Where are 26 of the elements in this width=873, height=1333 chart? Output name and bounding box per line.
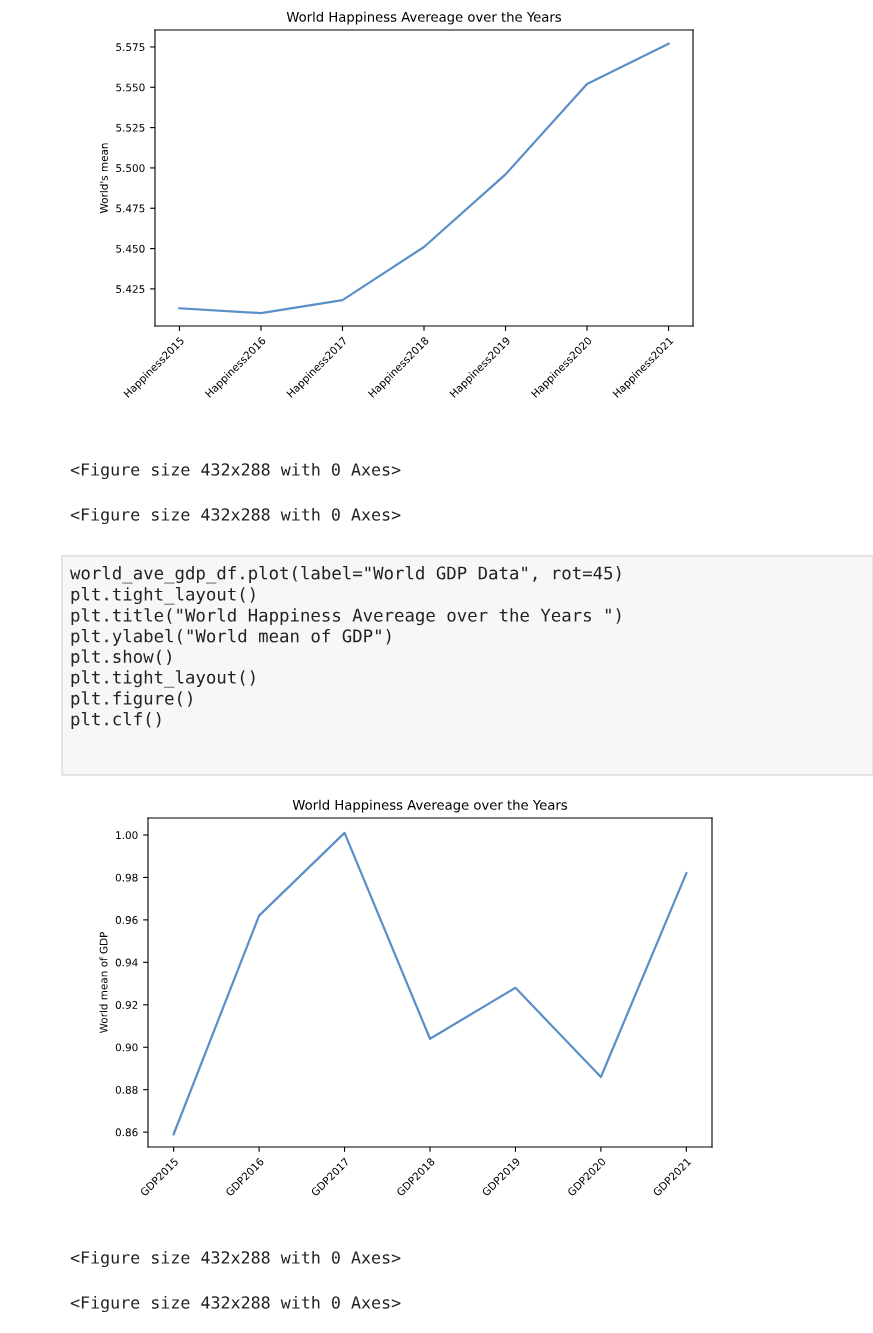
text: <Figure size 432x288 with 0 Axes> [70, 1295, 401, 1313]
line-series [172, 831, 688, 1136]
y-tick-label: 0.92 [115, 1001, 138, 1009]
text: <Figure size 432x288 with 0 Axes> [70, 1250, 401, 1268]
y-axis-title: World's mean [99, 143, 108, 214]
y-tick-label: 5.575 [116, 43, 145, 52]
y-tick-label: 0.96 [115, 916, 138, 924]
y-tick-label: 0.94 [115, 958, 138, 967]
y-tick-label: 0.90 [115, 1043, 138, 1052]
y-tick-label: 5.500 [116, 164, 145, 173]
text: <Figure size 432x288 with 0 Axes> [70, 507, 401, 525]
y-tick-label: 0.86 [115, 1128, 138, 1137]
text: world_ave_gdp_df.plot(label="World GDP Data", rot=45) plt.tight_layout() plt.title("World Happiness Avereage over the Years ") plt.ylabel("World mean of GDP") plt.show() plt.tight_layout() plt.figure() plt.clf() [70, 566, 621, 729]
y-tick-label: 5.525 [116, 123, 145, 132]
y-tick-label: 1.00 [116, 831, 138, 840]
y-tick-label: 5.475 [116, 204, 145, 213]
text: <Figure size 432x288 with 0 Axes> [70, 462, 401, 480]
y-tick-label: 5.425 [116, 285, 145, 293]
line-series [178, 42, 670, 315]
chart-title: World Happiness Avereage over the Years [286, 11, 562, 25]
y-tick-label: 5.450 [116, 244, 145, 253]
y-tick-label: 5.550 [116, 83, 145, 92]
chart-title: World Happiness Avereage over the Years [292, 799, 568, 813]
y-axis-title: World mean of GDP [99, 931, 108, 1034]
y-tick-label: 0.98 [115, 873, 138, 882]
y-tick-label: 0.88 [115, 1085, 138, 1094]
